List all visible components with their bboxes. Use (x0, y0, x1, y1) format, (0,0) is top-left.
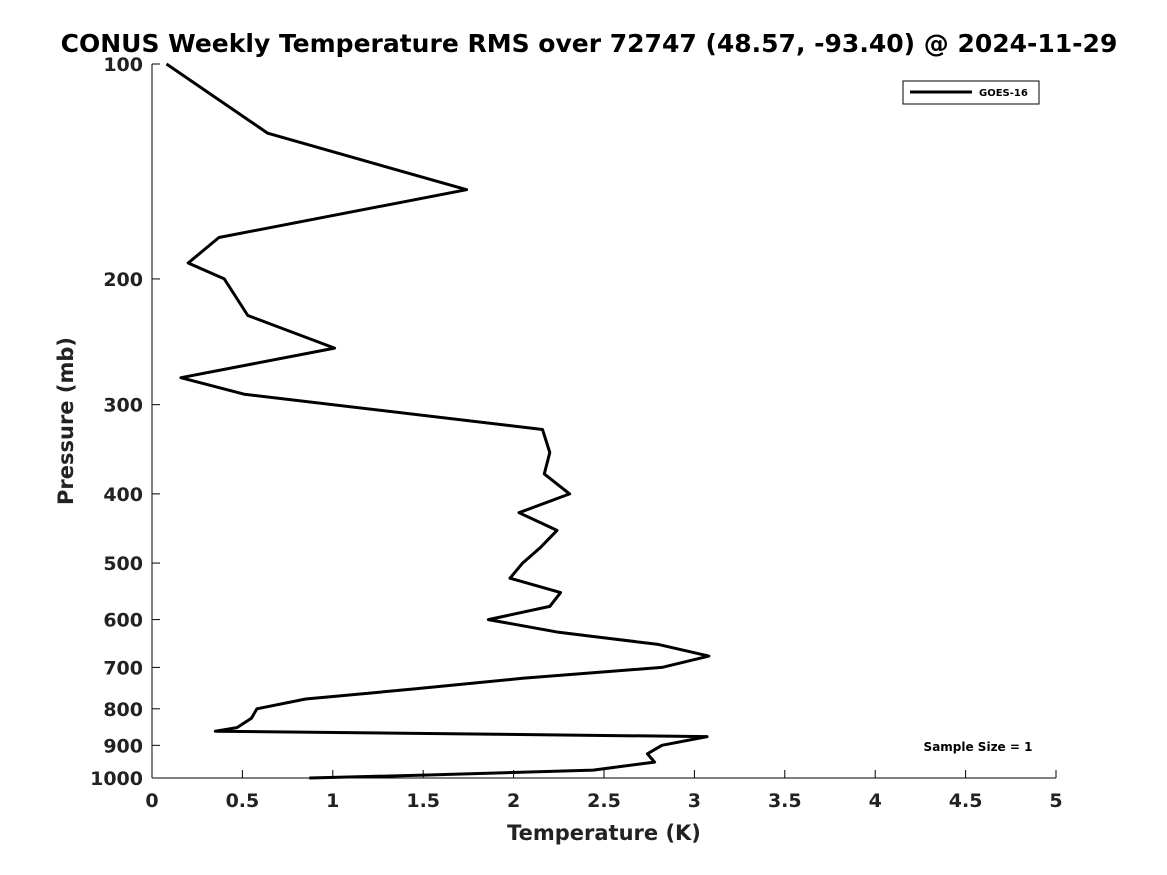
y-tick-label: 600 (103, 610, 143, 632)
sample-size-annotation: Sample Size = 1 (924, 740, 1033, 754)
x-tick-label: 5 (1049, 790, 1062, 812)
y-tick-label: 400 (103, 484, 143, 506)
series-line-goes-16 (165, 62, 711, 780)
y-tick-label: 200 (103, 269, 143, 291)
y-tick-label: 300 (103, 395, 143, 417)
y-tick-label: 900 (103, 735, 143, 757)
x-tick-label: 1.5 (406, 790, 440, 812)
x-tick-label: 3 (688, 790, 701, 812)
y-ticks: 100 200 300 400 500 600 700 800 900 1000 (90, 54, 160, 790)
y-tick-label: 1000 (90, 768, 143, 790)
x-tick-label: 1 (326, 790, 339, 812)
y-tick-label: 500 (103, 553, 143, 575)
x-tick-label: 4 (869, 790, 882, 812)
y-axis-label: Pressure (mb) (54, 337, 78, 505)
x-tick-label: 2 (507, 790, 520, 812)
chart-title: CONUS Weekly Temperature RMS over 72747 … (61, 29, 1118, 58)
x-tick-label: 0 (145, 790, 158, 812)
y-tick-label: 700 (103, 657, 143, 679)
series-layer (165, 62, 711, 780)
x-axis-label: Temperature (K) (507, 821, 701, 845)
x-ticks: 0 0.5 1 1.5 2 2.5 3 3.5 4 4.5 5 (145, 770, 1063, 812)
x-tick-label: 2.5 (587, 790, 621, 812)
x-tick-label: 4.5 (949, 790, 983, 812)
x-tick-label: 0.5 (226, 790, 260, 812)
legend-label: GOES-16 (979, 88, 1028, 99)
y-tick-label: 800 (103, 699, 143, 721)
legend: GOES-16 (902, 80, 1040, 105)
plot-area: 0 0.5 1 1.5 2 2.5 3 3.5 4 4.5 5 100 200 300 400 500 600… (90, 54, 1063, 812)
y-tick-label: 100 (103, 54, 143, 76)
x-tick-label: 3.5 (768, 790, 802, 812)
